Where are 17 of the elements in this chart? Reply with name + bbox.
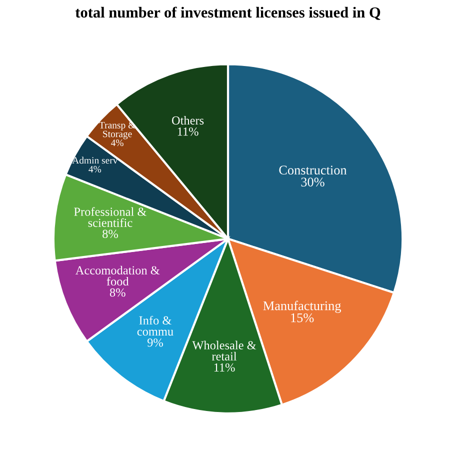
data-label: 15% (291, 313, 314, 322)
data-label: 11% (178, 127, 198, 136)
slice-label: Accomodation & food (75, 266, 160, 286)
slice-label: Wholesale & retail (192, 340, 256, 360)
data-label: 8% (110, 288, 126, 297)
chart-title: total number of investment licenses issued in Q (75, 6, 380, 20)
slice-label: Info & commu (137, 316, 174, 336)
data-label: 4% (110, 140, 124, 146)
data-label: 4% (88, 166, 102, 172)
slice-label: Construction (279, 166, 347, 175)
slice-label: Professional & scientific (74, 207, 146, 227)
data-label: 30% (301, 178, 324, 187)
data-label: 11% (214, 363, 235, 372)
data-label: 8% (102, 230, 118, 238)
slice-label: Manufacturing (263, 300, 342, 313)
data-label: 9% (147, 338, 163, 347)
slice-label: Others (172, 116, 204, 125)
